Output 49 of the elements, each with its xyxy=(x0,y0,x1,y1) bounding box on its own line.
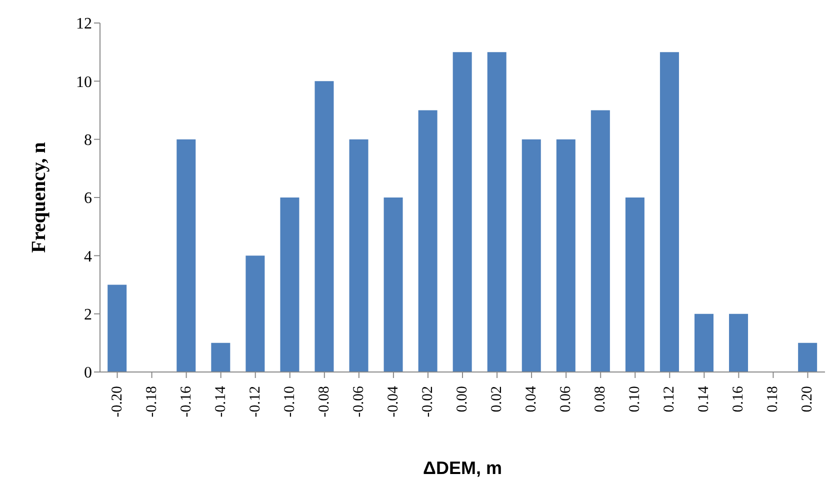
x-tick-label: 0.14 xyxy=(696,386,712,412)
bar xyxy=(211,342,230,372)
bar xyxy=(694,314,714,372)
y-tick-label: 12 xyxy=(76,16,92,33)
bar xyxy=(625,198,644,372)
x-tick-label: 0.12 xyxy=(662,386,678,412)
bar xyxy=(418,110,438,372)
y-axis-title: Frequency, n xyxy=(28,142,50,253)
x-axis-title: ΔDEM, m xyxy=(423,458,502,478)
bar xyxy=(729,314,748,372)
bar xyxy=(176,139,196,372)
bar xyxy=(246,256,265,372)
y-tick-label: 8 xyxy=(84,132,92,150)
x-tick-label: -0.02 xyxy=(420,386,436,418)
y-tick-label: 2 xyxy=(84,306,92,324)
x-tick-label: 0.18 xyxy=(765,386,782,412)
bar xyxy=(349,139,368,372)
x-tick-label: -0.04 xyxy=(385,386,402,418)
x-tick-label: -0.06 xyxy=(350,386,367,418)
x-tick-label: 0.02 xyxy=(489,386,506,412)
y-tick-label: 0 xyxy=(84,364,92,382)
x-tick-label: -0.16 xyxy=(178,386,194,418)
bar xyxy=(280,198,300,372)
bar xyxy=(522,139,541,372)
x-tick-label: -0.18 xyxy=(144,386,160,418)
bar xyxy=(314,81,334,372)
x-tick-label: -0.10 xyxy=(282,386,298,418)
x-tick-label: 0.00 xyxy=(454,386,470,412)
x-tick-label: -0.14 xyxy=(212,386,229,418)
x-tick-label: 0.08 xyxy=(592,386,609,412)
bar xyxy=(452,52,472,372)
y-tick-label: 6 xyxy=(84,190,92,208)
x-tick-label: -0.20 xyxy=(109,386,126,418)
bar xyxy=(590,110,610,372)
x-tick-label: -0.12 xyxy=(247,386,264,418)
bar xyxy=(384,198,403,372)
x-tick-label: 0.04 xyxy=(524,386,540,412)
bar xyxy=(798,342,818,372)
y-tick-label: 4 xyxy=(84,248,92,266)
x-tick-label: 0.10 xyxy=(627,386,644,412)
y-tick-label: 10 xyxy=(76,74,92,91)
x-tick-label: -0.08 xyxy=(316,386,332,418)
x-tick-label: 0.16 xyxy=(730,386,747,412)
bar xyxy=(487,52,506,372)
x-tick-label: 0.20 xyxy=(800,386,816,412)
bar xyxy=(556,139,576,372)
bar xyxy=(108,284,127,372)
bar xyxy=(660,52,679,372)
x-tick-label: 0.06 xyxy=(558,386,574,412)
